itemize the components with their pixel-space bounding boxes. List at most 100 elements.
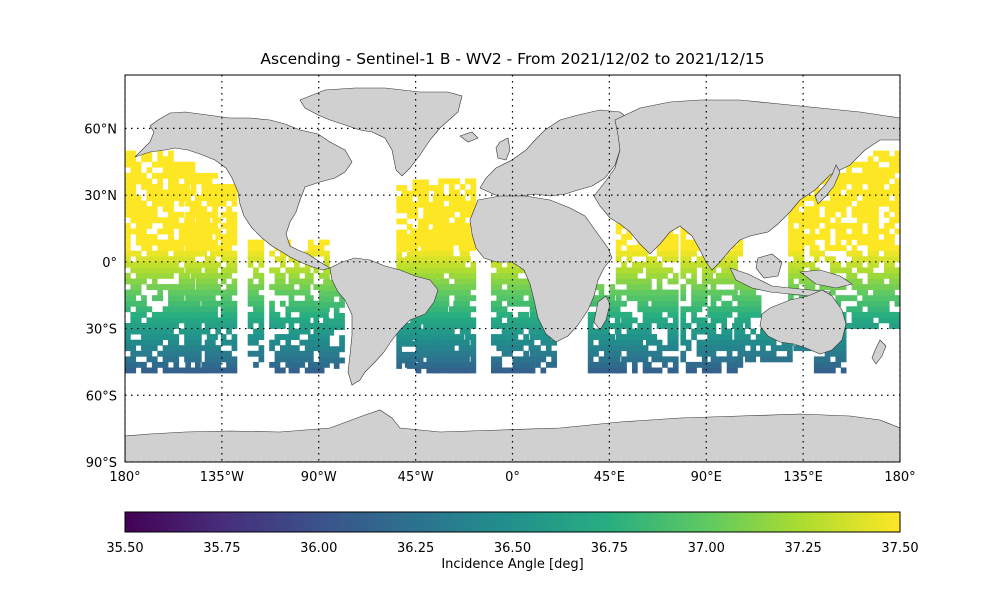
swath-cell [428,229,435,236]
swath-cell [231,356,238,363]
swath-cell [201,361,208,368]
swath-cell [819,356,825,363]
swath-cell [491,356,497,363]
swath-cell [894,206,900,213]
swath-cell [680,239,687,246]
swath-cell [173,217,180,224]
swath-cell [288,267,295,274]
swath-cell [178,167,185,174]
swath-cell [173,317,180,324]
swath-cell [410,228,416,235]
swath-cell [715,361,722,368]
swath-cell [415,367,422,374]
swath-cell [734,328,740,335]
swath-cell [604,339,610,346]
swath-cell [401,357,408,364]
swath-cell [662,300,668,307]
swath-cell [517,356,524,363]
swath-cell [432,217,439,224]
swath-cell [830,367,836,374]
swath-cell [793,250,800,257]
lat-tick-label: 60°S [86,389,117,404]
swath-cell [423,185,429,191]
swath-cell [162,361,169,368]
swath-cell [215,272,222,279]
swath-cell [253,350,259,357]
swath-cell [421,239,427,246]
swath-cell [662,345,668,352]
swath-cell [637,278,644,285]
swath-cell [883,284,890,290]
swath-cell [226,272,232,279]
swath-cell [146,284,153,290]
swath-cell [285,289,292,296]
swath-cell [125,306,131,313]
swath-cell [760,345,766,352]
swath-cell [189,161,196,168]
swath-cell [173,222,180,229]
swath-cell [707,361,713,368]
swath-cell [883,222,890,229]
swath-cell [204,311,211,318]
swath-cell [701,284,708,290]
swath-cell [598,345,605,352]
swath-cell [212,172,218,179]
swath-cell [710,300,717,307]
swath-cell [130,156,137,163]
swath-cell [465,284,471,290]
swath-cell [168,323,174,329]
swath-cell [867,222,874,229]
swath-cell [615,239,622,246]
swath-cell [809,261,816,268]
swath-cell [755,306,762,313]
swath-cell [258,300,265,307]
swath-cell [710,350,717,357]
swath-cell [798,217,805,224]
swath-cell [512,278,519,285]
swath-cell [280,334,286,340]
swath-cell [339,313,345,319]
swath-cell [426,272,433,279]
swath-cell [813,189,820,196]
swath-cell [856,267,863,274]
swath-cell [253,267,259,274]
swath-cell [274,361,281,368]
swath-cell [830,361,836,368]
swath-cell [470,345,477,352]
swath-cell [710,339,717,346]
swath-cell [432,250,439,257]
swath-cell [835,261,842,268]
swath-cell [162,317,169,324]
swath-cell [883,300,890,307]
swath-cell [732,256,738,263]
swath-cell [470,184,477,190]
swath-cell [804,206,810,213]
swath-cell [285,339,292,346]
swath-cell [151,356,158,363]
swath-cell [178,189,185,196]
swath-cell [410,239,416,246]
swath-cell [135,300,142,307]
swath-cell [178,200,185,207]
swath-cell [867,261,874,268]
swath-cell [615,228,622,235]
swath-cell [734,339,740,346]
swath-cell [745,289,751,296]
swath-cell [598,334,605,340]
swath-cell [528,339,535,346]
swath-cell [212,267,218,274]
swath-cell [840,178,847,185]
swath-cell [883,228,890,235]
swath-cell [304,323,311,329]
swath-cell [280,284,286,290]
swath-cell [401,201,408,208]
swath-cell [173,356,180,363]
swath-cell [288,367,295,374]
swath-cell [465,222,471,229]
swath-cell [732,245,738,251]
swath-cell [642,334,649,340]
swath-cell [253,289,259,296]
swath-cell [696,289,703,296]
swath-cell [210,345,216,352]
swath-cell [173,261,180,268]
